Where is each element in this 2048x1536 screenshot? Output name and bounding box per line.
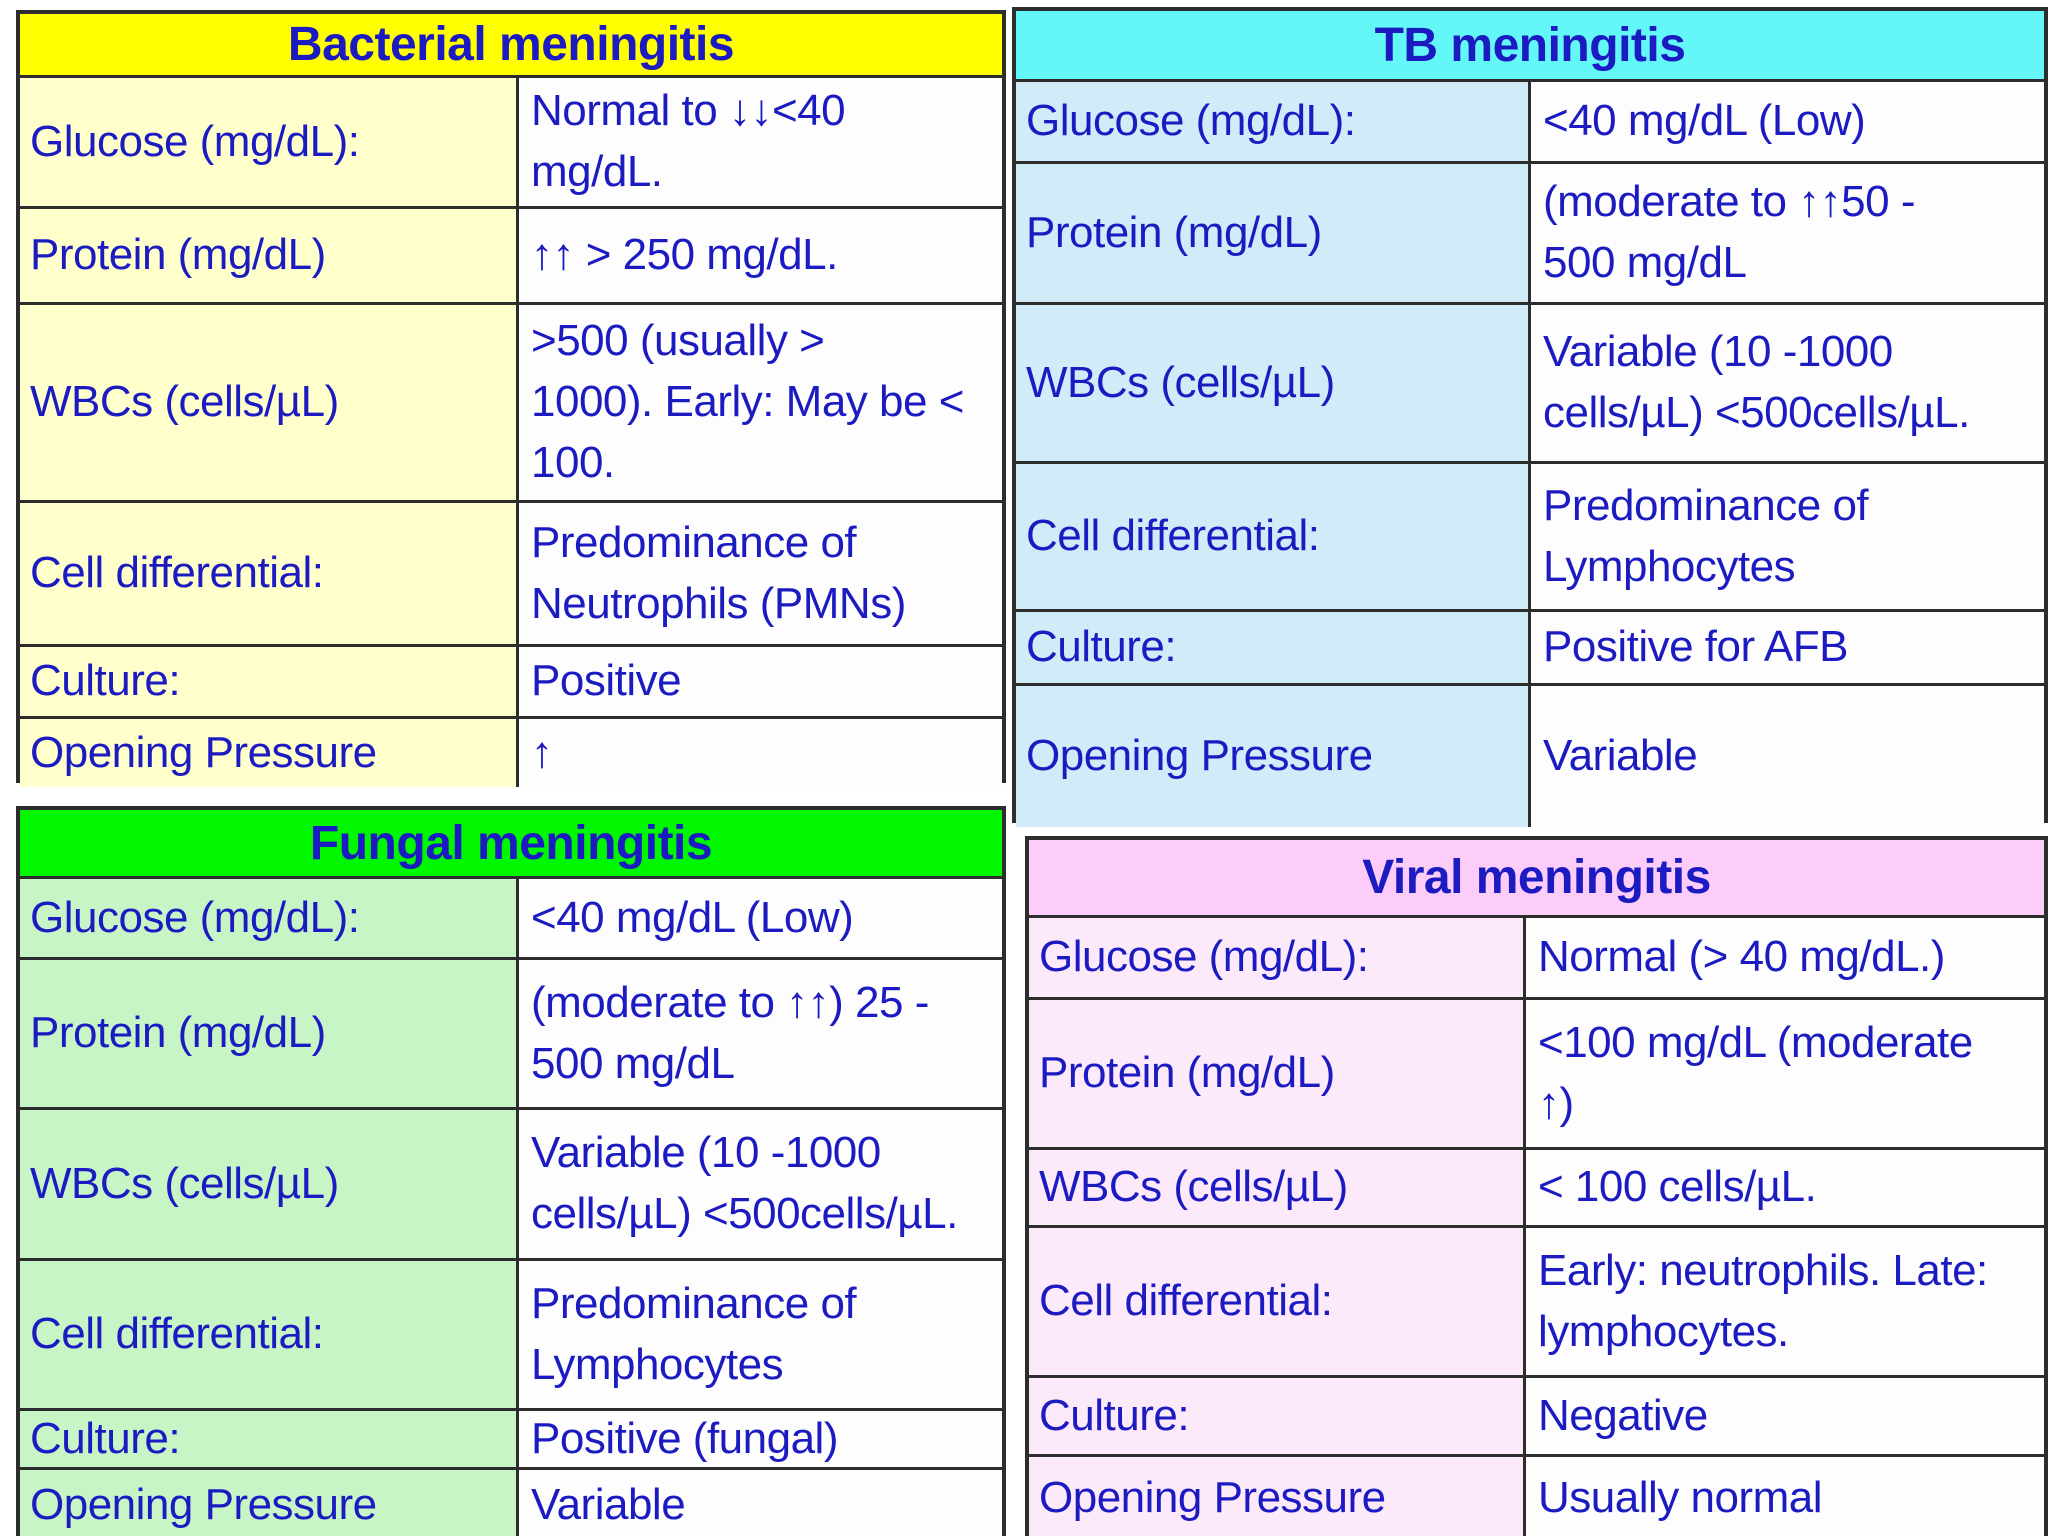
row-value: Positive for AFB: [1531, 612, 2044, 683]
row-label: Cell differential:: [20, 503, 519, 644]
row-value: Normal (> 40 mg/dL.): [1526, 918, 2044, 997]
row-value: (moderate to ↑↑50 - 500 mg/dL: [1531, 164, 2044, 302]
fungal-table-rows: Glucose (mg/dL): <40 mg/dL (Low) Protein…: [20, 879, 1002, 1536]
table-row: WBCs (cells/µL) >500 (usually > 1000). E…: [20, 302, 1002, 500]
table-row: Glucose (mg/dL): <40 mg/dL (Low): [1016, 82, 2044, 161]
row-value: Predominance of Lymphocytes: [519, 1261, 1002, 1408]
row-value: Normal to ↓↓<40 mg/dL.: [519, 78, 1002, 206]
row-label: Protein (mg/dL): [1029, 1000, 1526, 1147]
row-value: Variable: [519, 1470, 1002, 1536]
table-row: Opening Pressure Usually normal: [1029, 1454, 2044, 1536]
row-label: Culture:: [1029, 1378, 1526, 1454]
row-value: <40 mg/dL (Low): [519, 879, 1002, 957]
viral-meningitis-table: Viral meningitis Glucose (mg/dL): Normal…: [1025, 836, 2048, 1536]
row-label: Opening Pressure: [20, 719, 519, 787]
row-value: Variable: [1531, 686, 2044, 827]
tb-meningitis-table: TB meningitis Glucose (mg/dL): <40 mg/dL…: [1012, 7, 2048, 827]
row-label: Protein (mg/dL): [20, 960, 519, 1107]
row-label: Glucose (mg/dL):: [1016, 82, 1531, 161]
row-label: Cell differential:: [1016, 464, 1531, 609]
bacterial-table-rows: Glucose (mg/dL): Normal to ↓↓<40 mg/dL. …: [20, 78, 1002, 787]
table-row: Cell differential: Predominance of Lymph…: [1016, 461, 2044, 609]
row-label: Protein (mg/dL): [1016, 164, 1531, 302]
row-value: >500 (usually > 1000). Early: May be < 1…: [519, 305, 1002, 500]
table-row: Opening Pressure Variable: [20, 1467, 1002, 1536]
row-value: Positive (fungal): [519, 1411, 1002, 1467]
row-value: < 100 cells/µL.: [1526, 1150, 2044, 1225]
table-row: Protein (mg/dL) (moderate to ↑↑50 - 500 …: [1016, 161, 2044, 302]
table-row: Culture: Positive: [20, 644, 1002, 716]
bacterial-table-title: Bacterial meningitis: [20, 14, 1002, 78]
row-value: Negative: [1526, 1378, 2044, 1454]
row-label: Opening Pressure: [1029, 1457, 1526, 1536]
table-row: WBCs (cells/µL) Variable (10 -1000 cells…: [20, 1107, 1002, 1258]
table-row: WBCs (cells/µL) < 100 cells/µL.: [1029, 1147, 2044, 1225]
row-label: Cell differential:: [1029, 1228, 1526, 1375]
row-label: Glucose (mg/dL):: [20, 879, 519, 957]
table-row: Glucose (mg/dL): Normal (> 40 mg/dL.): [1029, 918, 2044, 997]
table-row: Cell differential: Early: neutrophils. L…: [1029, 1225, 2044, 1375]
row-label: WBCs (cells/µL): [20, 305, 519, 500]
row-label: WBCs (cells/µL): [1016, 305, 1531, 461]
tb-table-title: TB meningitis: [1016, 11, 2044, 82]
table-row: Culture: Positive (fungal): [20, 1408, 1002, 1467]
row-label: Cell differential:: [20, 1261, 519, 1408]
table-row: Opening Pressure Variable: [1016, 683, 2044, 827]
row-label: WBCs (cells/µL): [20, 1110, 519, 1258]
fungal-meningitis-table: Fungal meningitis Glucose (mg/dL): <40 m…: [16, 806, 1006, 1536]
row-value: <100 mg/dL (moderate ↑): [1526, 1000, 2044, 1147]
row-value: (moderate to ↑↑) 25 - 500 mg/dL: [519, 960, 1002, 1107]
row-label: Glucose (mg/dL):: [20, 78, 519, 206]
row-value: Variable (10 -1000 cells/µL) <500cells/µ…: [519, 1110, 1002, 1258]
table-row: Opening Pressure ↑: [20, 716, 1002, 787]
row-label: WBCs (cells/µL): [1029, 1150, 1526, 1225]
row-value: Usually normal: [1526, 1457, 2044, 1536]
table-row: Glucose (mg/dL): Normal to ↓↓<40 mg/dL.: [20, 78, 1002, 206]
table-row: Culture: Negative: [1029, 1375, 2044, 1454]
viral-table-title: Viral meningitis: [1029, 840, 2044, 918]
table-row: Cell differential: Predominance of Neutr…: [20, 500, 1002, 644]
table-row: Protein (mg/dL) (moderate to ↑↑) 25 - 50…: [20, 957, 1002, 1107]
fungal-table-title: Fungal meningitis: [20, 810, 1002, 879]
viral-table-rows: Glucose (mg/dL): Normal (> 40 mg/dL.) Pr…: [1029, 918, 2044, 1536]
table-row: WBCs (cells/µL) Variable (10 -1000 cells…: [1016, 302, 2044, 461]
row-value: Early: neutrophils. Late: lymphocytes.: [1526, 1228, 2044, 1375]
table-row: Protein (mg/dL) ↑↑ > 250 mg/dL.: [20, 206, 1002, 302]
row-label: Protein (mg/dL): [20, 209, 519, 302]
row-label: Glucose (mg/dL):: [1029, 918, 1526, 997]
row-value: Variable (10 -1000 cells/µL) <500cells/µ…: [1531, 305, 2044, 461]
row-value: Predominance of Lymphocytes: [1531, 464, 2044, 609]
row-value: ↑↑ > 250 mg/dL.: [519, 209, 1002, 302]
row-value: ↑: [519, 719, 1002, 787]
row-value: Positive: [519, 647, 1002, 716]
table-row: Glucose (mg/dL): <40 mg/dL (Low): [20, 879, 1002, 957]
row-label: Culture:: [20, 1411, 519, 1467]
row-value: Predominance of Neutrophils (PMNs): [519, 503, 1002, 644]
bacterial-meningitis-table: Bacterial meningitis Glucose (mg/dL): No…: [16, 10, 1006, 787]
row-label: Opening Pressure: [1016, 686, 1531, 827]
row-label: Opening Pressure: [20, 1470, 519, 1536]
table-row: Protein (mg/dL) <100 mg/dL (moderate ↑): [1029, 997, 2044, 1147]
table-row: Culture: Positive for AFB: [1016, 609, 2044, 683]
tb-table-rows: Glucose (mg/dL): <40 mg/dL (Low) Protein…: [1016, 82, 2044, 827]
row-value: <40 mg/dL (Low): [1531, 82, 2044, 161]
row-label: Culture:: [1016, 612, 1531, 683]
row-label: Culture:: [20, 647, 519, 716]
table-row: Cell differential: Predominance of Lymph…: [20, 1258, 1002, 1408]
